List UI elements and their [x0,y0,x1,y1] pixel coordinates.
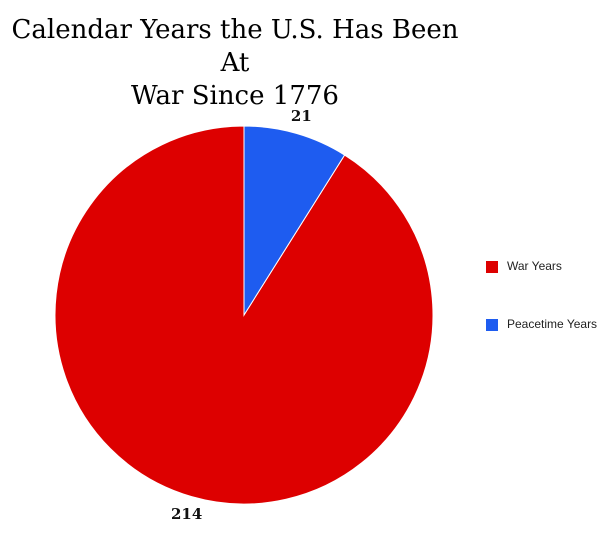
chart-title: Calendar Years the U.S. Has Been At War … [0,14,470,113]
legend-item-peacetime-years: Peacetime Years [486,317,604,332]
chart-legend: War Years Peacetime Years [486,259,604,332]
data-label-war-years: 214 [171,505,202,523]
legend-label-peacetime-years: Peacetime Years [507,317,598,331]
pie-slice-peacetime-years [243,125,346,317]
legend-swatch-peacetime-years [486,319,498,331]
chart-title-line-1: Calendar Years the U.S. Has Been At [11,15,459,78]
legend-item-war-years: War Years [486,259,604,274]
legend-label-war-years: War Years [507,259,562,273]
legend-swatch-war-years [486,261,498,273]
chart-title-line-2: War Since 1776 [131,81,339,111]
data-label-peacetime-years: 21 [291,107,312,125]
